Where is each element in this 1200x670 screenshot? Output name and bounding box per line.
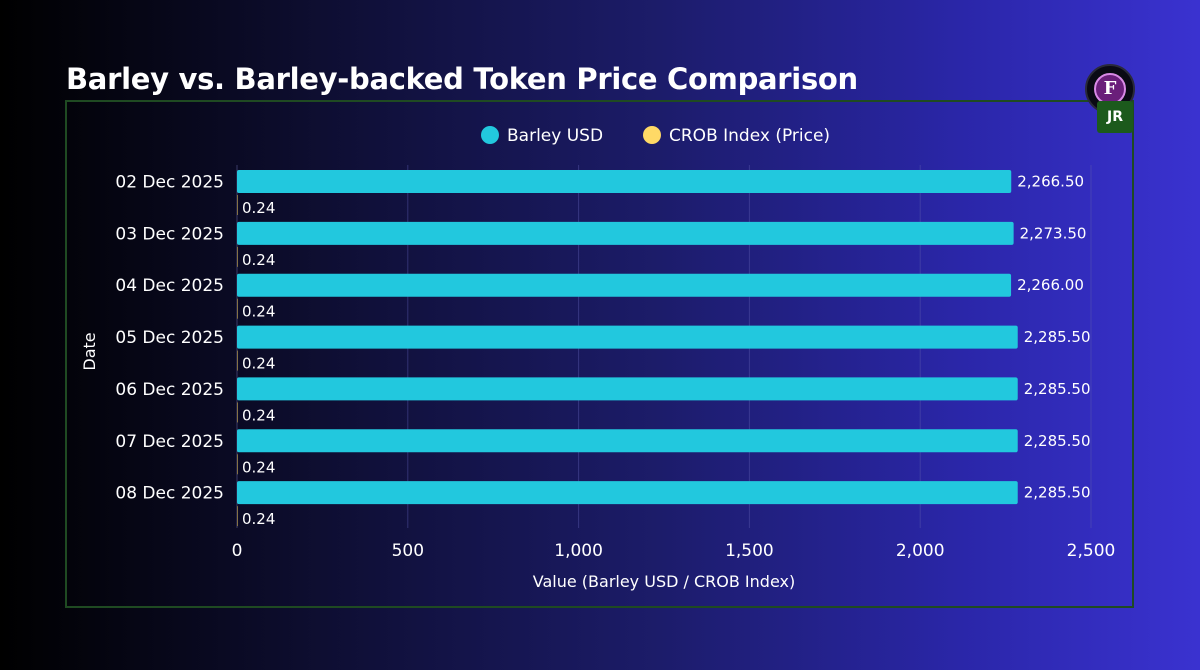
data-label-barley-usd: 2,285.50 bbox=[1024, 380, 1091, 398]
chart-title: Barley vs. Barley-backed Token Price Com… bbox=[66, 62, 858, 96]
data-label-barley-usd: 2,266.00 bbox=[1017, 276, 1084, 294]
data-label-crob-index: 0.24 bbox=[242, 355, 275, 373]
x-tick-label: 2,500 bbox=[1067, 541, 1116, 561]
data-label-crob-index: 0.24 bbox=[242, 251, 275, 269]
bar-crob-index bbox=[237, 246, 238, 267]
bar-barley-usd bbox=[237, 221, 1014, 245]
y-axis-title: Date bbox=[80, 332, 99, 370]
x-tick-label: 1,000 bbox=[554, 541, 603, 561]
y-category-label: 08 Dec 2025 bbox=[115, 484, 224, 504]
data-label-barley-usd: 2,266.50 bbox=[1017, 173, 1084, 191]
data-label-barley-usd: 2,285.50 bbox=[1024, 432, 1091, 450]
x-tick-label: 500 bbox=[392, 541, 424, 561]
legend-label-crob-index: CROB Index (Price) bbox=[669, 126, 830, 146]
bar-crob-index bbox=[237, 506, 238, 527]
bar-crob-index bbox=[237, 350, 238, 371]
author-badge: JR bbox=[1097, 101, 1133, 133]
data-label-crob-index: 0.24 bbox=[242, 199, 275, 217]
bar-crob-index bbox=[237, 454, 238, 475]
y-category-label: 04 Dec 2025 bbox=[115, 276, 224, 296]
bar-barley-usd bbox=[237, 377, 1018, 401]
y-category-label: 02 Dec 2025 bbox=[115, 173, 224, 193]
data-label-barley-usd: 2,285.50 bbox=[1024, 484, 1091, 502]
y-category-label: 06 Dec 2025 bbox=[115, 380, 224, 400]
x-tick-label: 2,000 bbox=[896, 541, 945, 561]
x-tick-label: 1,500 bbox=[725, 541, 774, 561]
bar-barley-usd bbox=[237, 481, 1018, 505]
x-axis-title: Value (Barley USD / CROB Index) bbox=[533, 572, 795, 591]
x-tick-label: 0 bbox=[232, 541, 243, 561]
bar-crob-index bbox=[237, 195, 238, 215]
data-label-crob-index: 0.24 bbox=[242, 406, 275, 424]
y-category-label: 05 Dec 2025 bbox=[115, 328, 224, 348]
bar-crob-index bbox=[237, 402, 238, 423]
legend-marker-barley-usd bbox=[481, 126, 499, 144]
data-label-crob-index: 0.24 bbox=[242, 303, 275, 321]
data-label-crob-index: 0.24 bbox=[242, 458, 275, 476]
bar-barley-usd bbox=[237, 325, 1018, 349]
bar-crob-index bbox=[237, 298, 238, 319]
bar-barley-usd bbox=[237, 170, 1012, 193]
data-label-barley-usd: 2,285.50 bbox=[1024, 328, 1091, 346]
legend-label-barley-usd: Barley USD bbox=[507, 126, 603, 146]
legend-marker-crob-index bbox=[643, 126, 661, 144]
y-category-label: 03 Dec 2025 bbox=[115, 224, 224, 244]
data-label-crob-index: 0.24 bbox=[242, 510, 275, 528]
bar-barley-usd bbox=[237, 273, 1012, 297]
chart-frame bbox=[65, 100, 1134, 608]
bar-barley-usd bbox=[237, 429, 1018, 453]
y-category-label: 07 Dec 2025 bbox=[115, 432, 224, 452]
data-label-barley-usd: 2,273.50 bbox=[1020, 224, 1087, 242]
